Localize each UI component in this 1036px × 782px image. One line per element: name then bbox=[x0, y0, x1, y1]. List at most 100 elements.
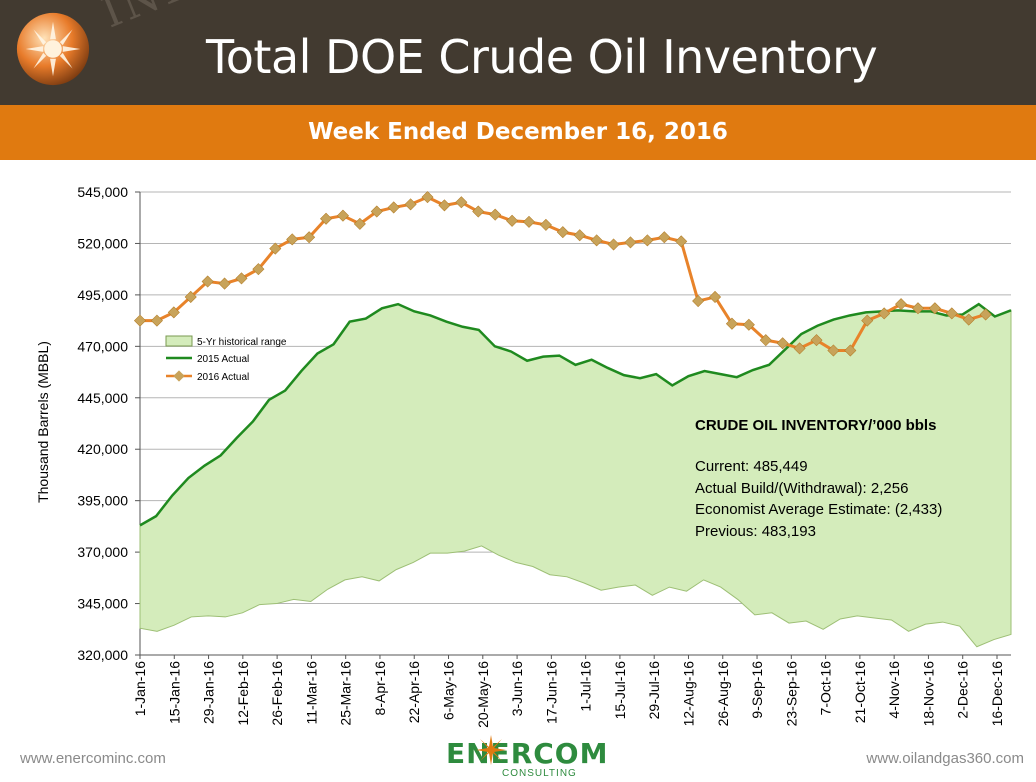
series-2016-point bbox=[911, 302, 924, 315]
series-2016-point bbox=[455, 196, 468, 209]
series-2016-point bbox=[692, 295, 705, 308]
series-2016-point bbox=[218, 277, 231, 290]
series-2016-point bbox=[793, 342, 806, 355]
series-2016-point bbox=[150, 314, 163, 327]
series-2016-point bbox=[320, 212, 333, 225]
x-tick-label: 26-Feb-16 bbox=[269, 661, 285, 726]
series-2016-point bbox=[742, 318, 755, 331]
y-tick-label: 370,000 bbox=[77, 544, 128, 560]
series-2016-point bbox=[810, 334, 823, 347]
series-2016-point bbox=[827, 344, 840, 357]
legend-swatch-range bbox=[165, 335, 193, 347]
series-2016-point bbox=[945, 307, 958, 320]
series-2016-point bbox=[556, 226, 569, 239]
series-2016-point bbox=[878, 307, 891, 320]
brand-sunburst-icon bbox=[476, 735, 506, 765]
series-2016-point bbox=[962, 313, 975, 326]
page-subtitle: Week Ended December 16, 2016 bbox=[308, 119, 728, 145]
info-heading: CRUDE OIL INVENTORY/’000 bbls bbox=[695, 417, 936, 434]
series-2016-point bbox=[928, 302, 941, 315]
x-tick-label: 12-Feb-16 bbox=[235, 661, 251, 726]
series-2016-point bbox=[269, 242, 282, 255]
x-tick-label: 3-Jun-16 bbox=[509, 661, 525, 716]
y-tick-label: 520,000 bbox=[77, 235, 128, 251]
x-tick-label: 15-Jul-16 bbox=[612, 661, 628, 720]
series-2016-point bbox=[675, 235, 688, 248]
y-tick-label: 420,000 bbox=[77, 441, 128, 457]
y-tick-label: 545,000 bbox=[77, 184, 128, 200]
series-2016-point bbox=[133, 314, 147, 327]
x-tick-label: 25-Mar-16 bbox=[338, 661, 354, 726]
x-tick-label: 11-Mar-16 bbox=[303, 661, 319, 725]
page-title: Total DOE Crude Oil Inventory bbox=[206, 30, 878, 84]
series-2016-point bbox=[607, 238, 620, 251]
series-2016-point bbox=[725, 317, 738, 330]
sun-globe-logo-icon bbox=[16, 12, 90, 86]
series-2016-point bbox=[438, 199, 451, 212]
x-tick-label: 7-Oct-16 bbox=[818, 661, 834, 716]
footer-left-url[interactable]: www.enercominc.com bbox=[20, 750, 166, 767]
series-2016-point bbox=[641, 234, 654, 247]
series-2016-point bbox=[506, 214, 519, 227]
series-2016-point bbox=[286, 233, 299, 246]
subtitle-band: Week Ended December 16, 2016 bbox=[0, 105, 1036, 160]
series-2016-point bbox=[844, 344, 857, 357]
x-tick-label: 2-Dec-16 bbox=[955, 661, 971, 719]
legend-label-2015: 2015 Actual bbox=[197, 354, 249, 365]
series-2016-point bbox=[624, 236, 637, 249]
x-tick-label: 21-Oct-16 bbox=[852, 661, 868, 723]
x-tick-label: 18-Nov-16 bbox=[920, 661, 936, 727]
x-tick-label: 6-May-16 bbox=[441, 661, 457, 720]
y-tick-label: 345,000 bbox=[77, 596, 128, 612]
series-2016-point bbox=[539, 218, 552, 231]
enercom-brand: ENERCOM CONSULTING bbox=[446, 735, 607, 782]
footer-right-url[interactable]: www.oilandgas360.com bbox=[866, 750, 1024, 767]
x-tick-label: 29-Jul-16 bbox=[646, 661, 662, 720]
series-2016-point bbox=[404, 198, 417, 211]
brand-name: ENERCOM bbox=[446, 737, 609, 770]
x-tick-label: 16-Dec-16 bbox=[989, 661, 1005, 727]
series-2016-point bbox=[421, 191, 434, 204]
legend-label-range: 5-Yr historical range bbox=[197, 337, 287, 348]
series-2016-point bbox=[387, 201, 400, 214]
series-2016-point bbox=[252, 263, 265, 276]
series-2016-point bbox=[489, 208, 502, 221]
series-2016-point bbox=[590, 234, 603, 247]
brand-subtitle: CONSULTING bbox=[502, 768, 577, 779]
series-2016-point bbox=[895, 298, 908, 311]
x-tick-label: 12-Aug-16 bbox=[680, 661, 696, 727]
x-tick-label: 20-May-16 bbox=[475, 661, 491, 728]
historical-range-area bbox=[139, 303, 1012, 648]
series-2016-point bbox=[709, 290, 722, 303]
x-tick-label: 17-Jun-16 bbox=[543, 661, 559, 724]
series-2016-point bbox=[303, 231, 316, 244]
series-2016-point bbox=[522, 215, 536, 228]
series-2016-point bbox=[472, 205, 485, 218]
x-tick-label: 1-Jan-16 bbox=[132, 661, 148, 716]
series-2016-point bbox=[979, 308, 992, 321]
series-2016-point bbox=[353, 217, 366, 230]
x-tick-label: 9-Sep-16 bbox=[749, 661, 765, 719]
y-tick-label: 495,000 bbox=[77, 287, 128, 303]
legend-marker-2016 bbox=[173, 370, 185, 382]
y-tick-label: 395,000 bbox=[77, 493, 128, 509]
info-estimate: Economist Average Estimate: (2,433) bbox=[695, 501, 942, 518]
chart-legend: 5-Yr historical range 2015 Actual 2016 A… bbox=[165, 335, 287, 383]
series-2016-point bbox=[658, 231, 671, 244]
series-2016-point bbox=[336, 209, 349, 222]
series-2016-point bbox=[235, 272, 248, 285]
series-2016-point bbox=[201, 275, 214, 288]
info-build: Actual Build/(Withdrawal): 2,256 bbox=[695, 480, 908, 497]
info-previous: Previous: 483,193 bbox=[695, 523, 816, 540]
x-tick-label: 8-Apr-16 bbox=[372, 661, 388, 716]
y-axis-label: Thousand Barrels (MBBL) bbox=[35, 341, 51, 503]
series-2016-point bbox=[861, 314, 874, 327]
x-tick-label: 26-Aug-16 bbox=[715, 661, 731, 727]
series-2016-point bbox=[573, 229, 586, 242]
series-2016-point bbox=[184, 290, 197, 303]
x-tick-label: 15-Jan-16 bbox=[166, 661, 182, 724]
x-tick-label: 4-Nov-16 bbox=[886, 661, 902, 719]
header-bar: INDUSTRY Total DOE Crude Oil Inventory bbox=[0, 0, 1036, 105]
y-tick-label: 445,000 bbox=[77, 390, 128, 406]
y-tick-label: 470,000 bbox=[77, 338, 128, 354]
